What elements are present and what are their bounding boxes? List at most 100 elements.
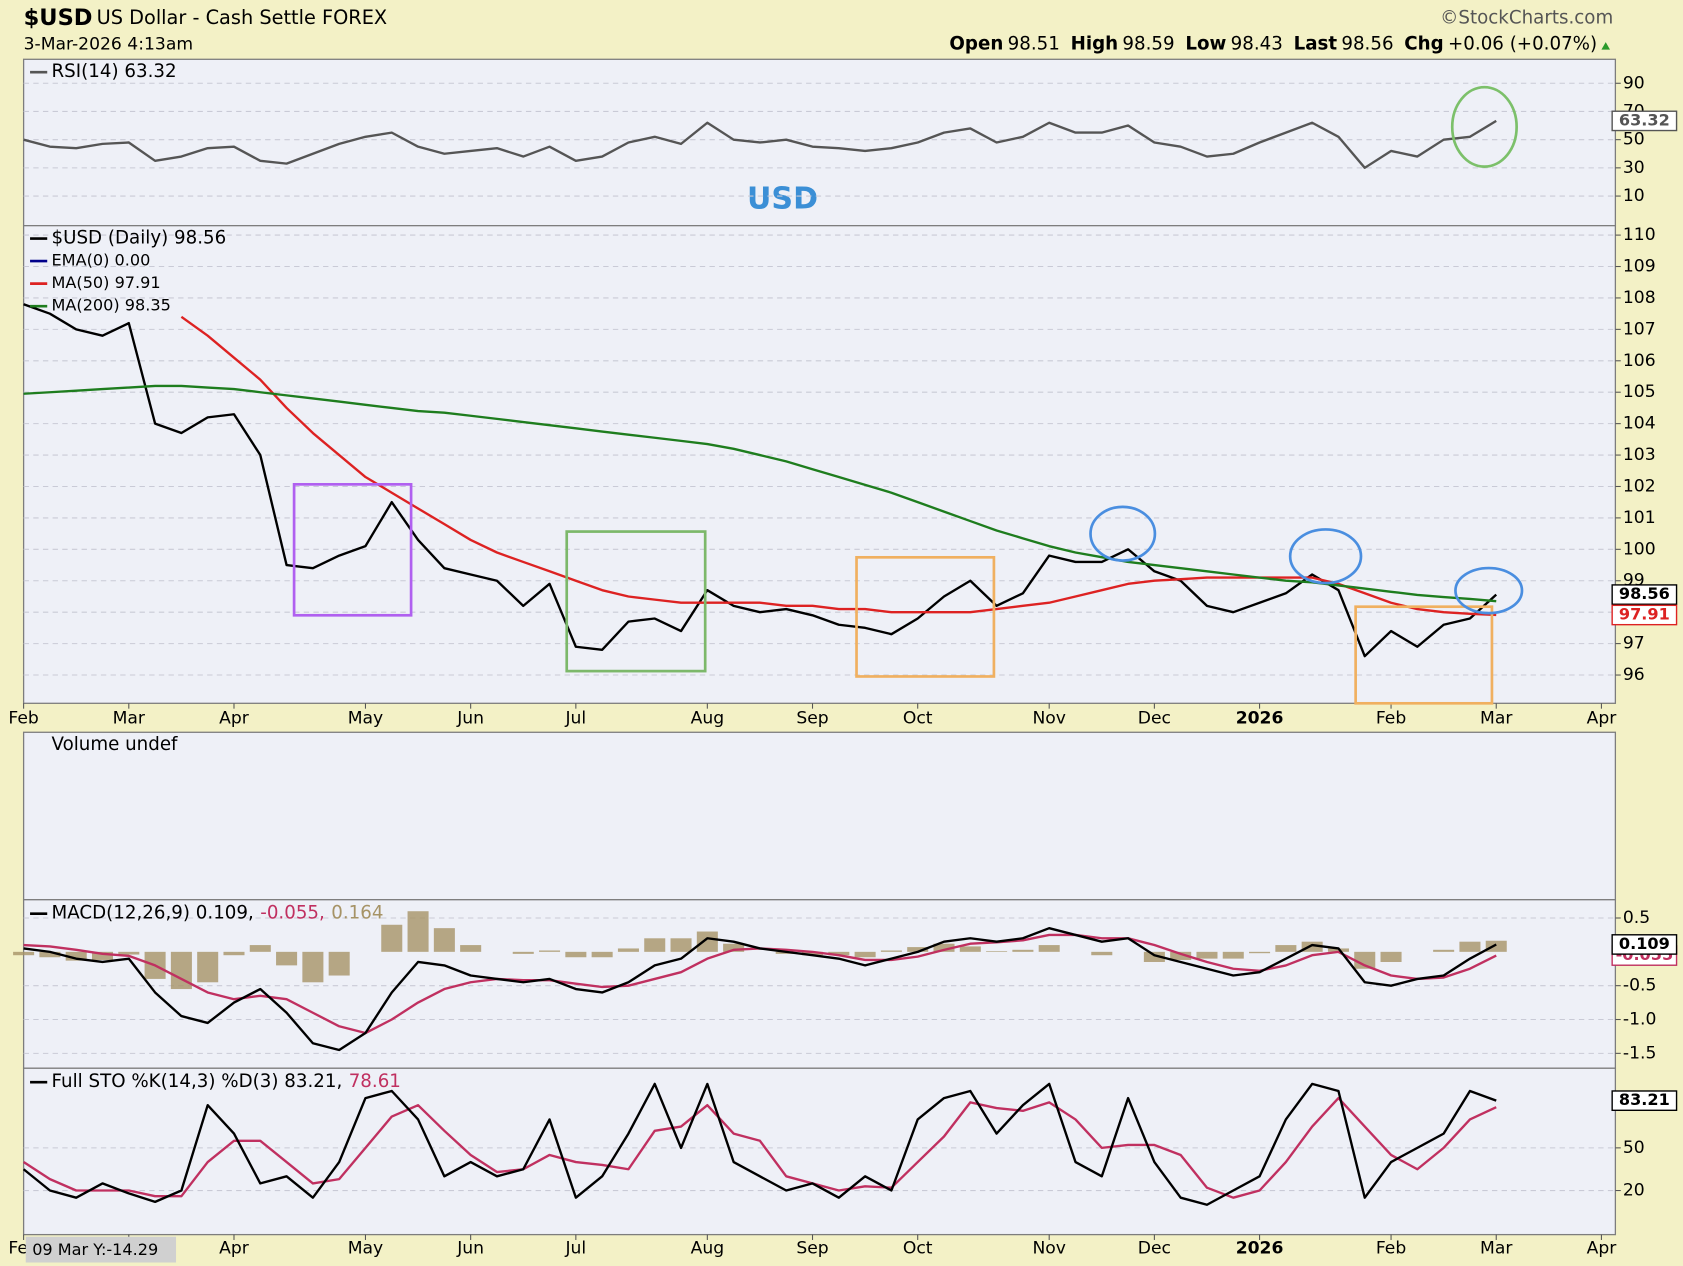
histogram-bar (723, 943, 745, 952)
histogram-bar (91, 951, 114, 960)
legend-entry: MACD(12,26,9) 0.109, (52, 903, 254, 924)
y-tick-label: 102 (1623, 476, 1656, 496)
highlight-box (565, 530, 707, 673)
quote-label: High (1071, 33, 1119, 54)
quote-value: 98.51 (1008, 33, 1060, 54)
histogram-bar (1196, 951, 1218, 959)
y-tick-label: 107 (1623, 319, 1656, 339)
x-tick-label: 2026 (1236, 708, 1284, 728)
quote-label: Open (949, 33, 1003, 54)
cursor-readout: 09 Mar Y:-14.29 (32, 1240, 158, 1259)
x-tick-label: Sep (796, 708, 828, 728)
x-tick-label: Nov (1032, 708, 1065, 728)
histogram-bar (986, 951, 1008, 952)
legend: Full STO %K(14,3) %D(3) 83.21, 78.61 (52, 1071, 401, 1092)
histogram-bar (407, 911, 429, 952)
legend: MACD(12,26,9) 0.109, -0.055, 0.164 (52, 903, 384, 924)
y-tick-label: 20 (1623, 1181, 1645, 1201)
histogram-bar (13, 951, 35, 956)
highlight-box (1354, 605, 1494, 705)
value-tag (1611, 110, 1678, 132)
legend-entry: MA(200) 98.35 (52, 296, 171, 315)
legend-entry: $USD (Daily) 98.56 (52, 228, 227, 249)
quote-value: 98.59 (1122, 33, 1174, 54)
value-tag-label: 97.91 (1619, 605, 1670, 624)
rsi-panel (22, 58, 1617, 227)
histogram-bar (39, 951, 61, 958)
value-tag (1611, 604, 1678, 626)
y-tick-label: 109 (1623, 257, 1656, 277)
histogram-bar (1038, 945, 1060, 952)
y-tick-label: 106 (1623, 351, 1656, 371)
series-line (23, 926, 1497, 1052)
x-tick-label: Feb (1376, 708, 1406, 728)
histogram-bar (1143, 951, 1165, 962)
x-tick-label: Jul (564, 1239, 586, 1259)
y-tick-label: 110 (1623, 225, 1656, 245)
y-tick-label: 100 (1623, 539, 1656, 559)
x-tick-label: Mar (113, 708, 146, 728)
x-tick-label: Apr (219, 708, 250, 728)
sto-panel (22, 1067, 1617, 1236)
quote-value: 98.43 (1231, 33, 1283, 54)
histogram-bar (249, 945, 271, 952)
x-tick-label: Sep (796, 1239, 828, 1259)
x-tick-label: Dec (1138, 1239, 1171, 1259)
histogram-bar (328, 951, 350, 976)
x-tick-label: Apr (1587, 1239, 1618, 1259)
histogram-bar (460, 945, 482, 952)
histogram-bar (1249, 951, 1271, 954)
highlight-circle (1454, 566, 1524, 615)
quote: Open 98.51 High 98.59 Low 98.43 Last 98.56 Chg +0… (949, 33, 1597, 54)
y-tick-label: 103 (1623, 445, 1656, 465)
histogram-bar (1170, 951, 1192, 960)
histogram-bar (907, 947, 929, 952)
quote-value: +0.06 (+0.07%) (1448, 33, 1597, 54)
histogram-bar (512, 951, 534, 954)
legend-entry: MA(50) 97.91 (52, 273, 161, 292)
y-tick-label: 90 (1623, 73, 1645, 93)
histogram-bar (617, 948, 639, 952)
value-tag-label: 83.21 (1619, 1090, 1670, 1109)
quote-label: Low (1185, 33, 1226, 54)
x-tick-label: Feb (1376, 1239, 1406, 1259)
x-tick-label: May (348, 1239, 383, 1259)
x-tick-label: May (348, 708, 383, 728)
x-tick-label: Aug (691, 708, 725, 728)
x-tick-label: Jun (456, 708, 484, 728)
x-tick-label: Mar (1480, 708, 1513, 728)
histogram-bar (170, 951, 192, 990)
y-tick-label: 50 (1623, 1138, 1645, 1158)
histogram-bar (276, 951, 298, 966)
value-tag (1611, 584, 1678, 605)
histogram-bar (197, 951, 219, 983)
date: 3-Mar-2026 4:13am (24, 34, 193, 54)
x-tick-label: Jul (564, 708, 586, 728)
value-tag-label: 63.32 (1619, 110, 1670, 129)
histogram-bar (1301, 941, 1323, 952)
y-tick-label: -1.0 (1623, 1010, 1656, 1030)
histogram-bar (381, 924, 403, 952)
legend-entry: 78.61 (349, 1071, 401, 1092)
x-tick-label: Nov (1032, 1239, 1065, 1259)
histogram-bar (696, 931, 718, 952)
histogram-bar (1459, 941, 1481, 952)
y-tick-label: 10 (1623, 186, 1645, 206)
series-line (22, 1082, 1497, 1206)
volume-panel (22, 731, 1617, 901)
x-tick-label: Apr (219, 1239, 250, 1259)
histogram-bar (565, 951, 587, 958)
series-line (23, 119, 1497, 169)
price-panel (22, 225, 1617, 704)
histogram-bar (1433, 949, 1455, 952)
histogram-bar (539, 950, 561, 952)
legend-entry: 0.164 (331, 903, 383, 924)
x-tick-label: Aug (691, 1239, 725, 1259)
quote-label: Chg (1404, 33, 1443, 54)
histogram-bar (65, 951, 87, 961)
y-tick-label: 101 (1623, 508, 1656, 528)
series-line (180, 315, 1497, 617)
